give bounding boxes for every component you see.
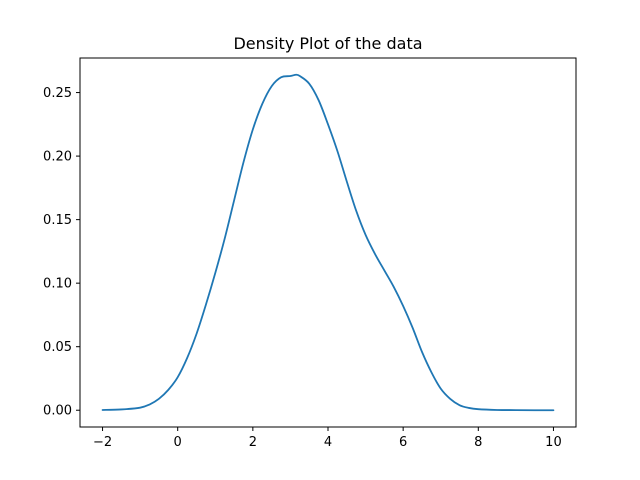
density-curve <box>101 73 555 412</box>
x-tick-label: 0 <box>174 435 182 450</box>
plot-area: −2 0 2 4 6 8 10 0.00 0.05 0.10 0.15 0.20 0.25 <box>43 57 577 450</box>
plot-frame <box>79 57 577 428</box>
y-tick-label: 0.15 <box>43 213 72 228</box>
y-tick-label: 0.05 <box>43 340 72 355</box>
x-tick-label: 4 <box>324 435 332 450</box>
x-tick-label: 6 <box>399 435 407 450</box>
x-tick-label: 10 <box>545 435 562 450</box>
y-tick-label: 0.00 <box>43 404 72 419</box>
y-tick-label: 0.20 <box>43 150 72 165</box>
x-tick-label: 2 <box>249 435 257 450</box>
y-tick-label: 0.10 <box>43 277 72 292</box>
chart-title: Density Plot of the data <box>233 34 422 53</box>
x-tick-label: −2 <box>93 435 112 450</box>
y-axis: 0.00 0.05 0.10 0.15 0.20 0.25 <box>43 86 80 419</box>
x-tick-label: 8 <box>474 435 482 450</box>
y-tick-label: 0.25 <box>43 86 72 101</box>
x-axis: −2 0 2 4 6 8 10 <box>93 427 562 450</box>
